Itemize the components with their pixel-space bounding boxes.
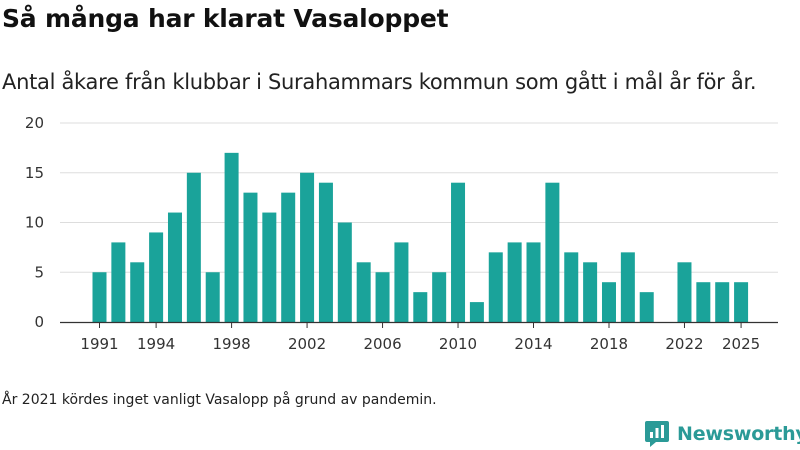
bar-2006	[375, 272, 390, 322]
bar-2019	[620, 252, 635, 322]
bar-2011	[469, 302, 484, 322]
x-tick-label: 2002	[288, 335, 326, 353]
bar-1994	[149, 232, 164, 322]
bar-2002	[300, 172, 315, 322]
bar-2020	[639, 292, 654, 322]
bar-2016	[564, 252, 579, 322]
bar-2022	[677, 262, 692, 322]
bar-series	[92, 152, 749, 322]
y-axis-labels: 0 5 10 15 20	[25, 114, 44, 331]
newsworthy-logo-icon	[645, 421, 669, 447]
brand-logo[interactable]: Newsworthy	[644, 420, 800, 448]
bar-2001	[281, 192, 296, 322]
bar-2003	[318, 182, 333, 322]
bar-2015	[545, 182, 560, 322]
y-tick-label: 20	[25, 114, 44, 132]
bar-1991	[92, 272, 107, 322]
x-tick-label: 2022	[665, 335, 703, 353]
bar-2009	[432, 272, 447, 322]
bar-1992	[111, 242, 126, 322]
chart-title: Så många har klarat Vasaloppet	[2, 4, 449, 33]
x-tick-label: 2025	[722, 335, 760, 353]
x-axis-labels: 1991 1994 1998 2002 2006 2010 2014 2018 2022 2025	[80, 322, 760, 353]
bar-1993	[130, 262, 145, 322]
bar-2010	[451, 182, 466, 322]
y-tick-label: 10	[25, 214, 44, 232]
bar-2025	[734, 282, 749, 322]
x-tick-label: 1991	[80, 335, 118, 353]
y-tick-label: 5	[34, 263, 44, 281]
bar-2005	[356, 262, 371, 322]
x-tick-label: 2014	[514, 335, 552, 353]
bar-1995	[167, 212, 182, 322]
bar-2007	[394, 242, 409, 322]
bar-2012	[488, 252, 503, 322]
bar-2018	[601, 282, 616, 322]
bar-2000	[262, 212, 277, 322]
bar-2013	[507, 242, 522, 322]
bar-chart: 0 5 10 15 20 1991 1994 1998 2002 2006 2010 2014 201…	[25, 114, 778, 353]
x-tick-label: 2006	[363, 335, 401, 353]
bar-1999	[243, 192, 258, 322]
chart-subtitle: Antal åkare från klubbar i Surahammars k…	[2, 70, 757, 94]
y-tick-label: 0	[34, 313, 44, 331]
bar-1998	[224, 152, 239, 322]
bar-2017	[583, 262, 598, 322]
bar-1996	[186, 172, 201, 322]
bar-2014	[526, 242, 541, 322]
y-gridlines	[60, 122, 778, 273]
bar-1997	[205, 272, 220, 322]
brand-name: Newsworthy	[677, 423, 800, 445]
x-tick-label: 2018	[590, 335, 628, 353]
bar-2008	[413, 292, 428, 322]
y-tick-label: 15	[25, 164, 44, 182]
x-tick-label: 2010	[439, 335, 477, 353]
bar-2004	[337, 222, 352, 322]
bar-2024	[715, 282, 730, 322]
x-tick-label: 1994	[137, 335, 175, 353]
bar-2023	[696, 282, 711, 322]
footnote: År 2021 kördes inget vanligt Vasalopp på…	[2, 392, 437, 408]
x-tick-label: 1998	[212, 335, 250, 353]
